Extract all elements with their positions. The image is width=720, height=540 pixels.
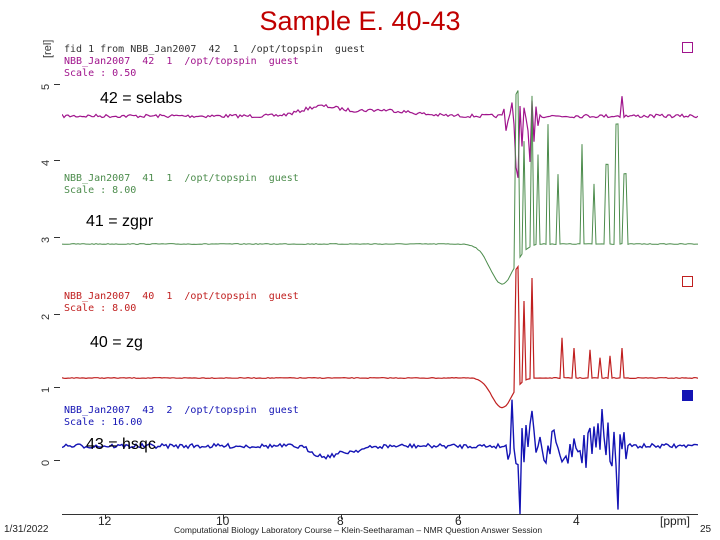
spectrum-selector-43[interactable] (682, 390, 693, 401)
y-tick-label: 4 (40, 159, 52, 166)
spectrum-header: NBB_Jan2007 41 1 /opt/topspin guest (64, 173, 299, 184)
spectrum-label: 43 = hsqc (86, 436, 156, 453)
x-tick (341, 514, 342, 519)
spectra-svg (62, 90, 698, 514)
spectrum-label: 41 = zgpr (86, 213, 154, 230)
x-tick-label: 6 (455, 514, 462, 528)
y-tick (54, 460, 60, 461)
spectrum-selector-40[interactable] (682, 276, 693, 287)
spectrum-trace-40 (62, 264, 698, 409)
x-tick-label: 12 (98, 514, 112, 528)
footer-date: 1/31/2022 (4, 524, 49, 535)
spectrum-header: NBB_Jan2007 40 1 /opt/topspin guest (64, 291, 299, 302)
y-axis-unit: [rel] (42, 39, 54, 58)
spectrum-scale: Scale : 16.00 (64, 417, 143, 428)
y-tick (54, 84, 60, 85)
y-tick-label: 2 (40, 313, 52, 320)
y-tick-label: 0 (40, 459, 52, 466)
page-number: 25 (700, 524, 712, 535)
y-tick (54, 387, 60, 388)
spectrum-selector-42[interactable] (682, 42, 693, 53)
x-tick (577, 514, 578, 519)
y-tick-label: 3 (40, 236, 52, 243)
spectrum-label: 40 = zg (90, 334, 143, 351)
y-tick-label: 5 (40, 83, 52, 90)
y-tick (54, 314, 60, 315)
x-tick (459, 514, 460, 519)
y-tick (54, 237, 60, 238)
spectrum-trace-41 (62, 90, 698, 285)
slide-title: Sample E. 40-43 (259, 6, 461, 36)
spectrum-header: NBB_Jan2007 43 2 /opt/topspin guest (64, 405, 299, 416)
spectrum-trace-43 (62, 399, 698, 514)
x-tick-label: 4 (573, 514, 580, 528)
x-axis-unit: [ppm] (660, 514, 691, 528)
spectrum-header: fid 1 from NBB_Jan2007 42 1 /opt/topspin… (64, 44, 366, 55)
spectrum-scale: Scale : 8.00 (64, 303, 137, 314)
spectrum-plot[interactable]: fid 1 from NBB_Jan2007 42 1 /opt/topspin… (62, 42, 698, 514)
x-tick-label: 8 (337, 514, 344, 528)
spectrum-scale: Scale : 8.00 (64, 185, 137, 196)
y-axis: 0 1 2 3 4 5 (40, 42, 62, 514)
y-tick (54, 160, 60, 161)
x-tick (223, 514, 224, 519)
spectrum-label: 42 = selabs (100, 90, 183, 107)
x-axis (62, 514, 698, 515)
x-tick (105, 514, 106, 519)
spectrum-scale: Scale : 0.50 (64, 68, 137, 79)
footer-course: Computational Biology Laboratory Course … (174, 525, 543, 535)
y-tick-label: 1 (40, 386, 52, 393)
x-tick-label: 10 (216, 514, 230, 528)
spectrum-header: NBB_Jan2007 42 1 /opt/topspin guest (64, 56, 299, 67)
spectrum-trace-42 (62, 96, 698, 178)
